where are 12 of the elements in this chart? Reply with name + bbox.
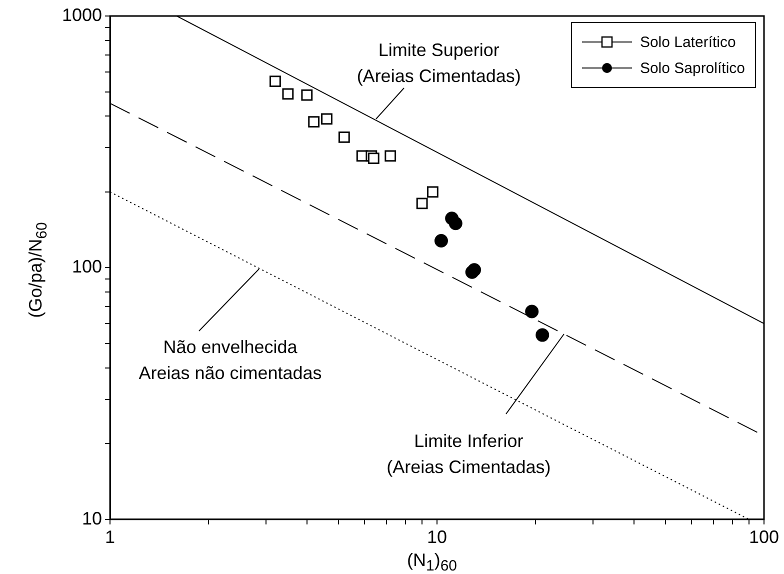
annotation: Não envelhecida Areias não cimentadas [138, 336, 322, 385]
x-tick-label: 1 [105, 527, 116, 548]
y-tick-label: 1000 [62, 4, 102, 25]
legend-label: Solo Saprolítico [640, 60, 745, 76]
legend-label: Solo Laterítico [640, 34, 736, 50]
y-tick-label: 10 [82, 508, 102, 528]
x-axis-title: (N$_{1}$)$_{60}$ [406, 550, 458, 574]
x-tick-label: 100 [748, 527, 780, 548]
y-tick-label: 100 [72, 256, 102, 277]
x-tick-label: 10 [427, 527, 448, 548]
annotation: Limite Inferior (Areias Cimentadas) [386, 430, 551, 479]
annotation: Limite Superior (Areias Cimentadas) [356, 38, 521, 88]
